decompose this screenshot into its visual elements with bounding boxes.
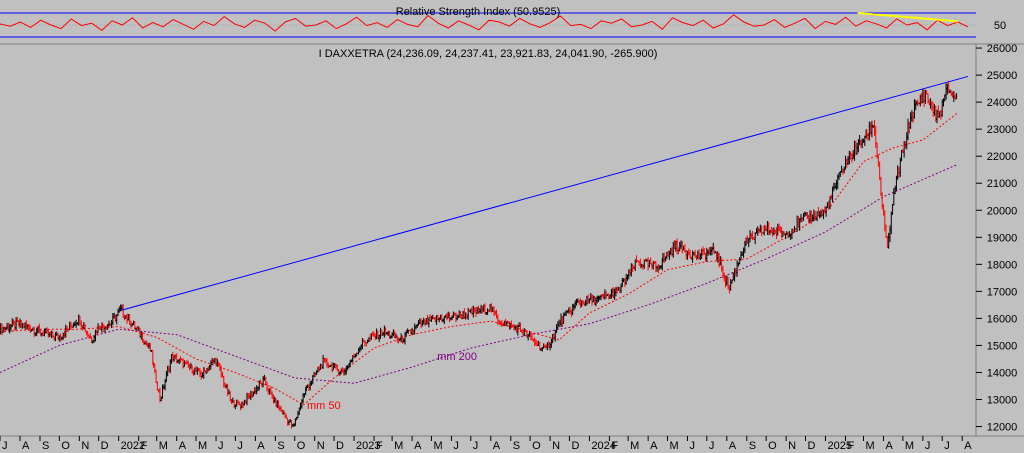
rsi-y-tick-label: 50 [994, 20, 1006, 32]
rsi-panel: Relative Strength Index (50.9525) 50 [0, 6, 1006, 38]
x-tick-label: J [925, 440, 931, 452]
price-gridlines [976, 47, 982, 428]
x-tick-label: M [866, 440, 875, 452]
x-tick-label: D [101, 440, 109, 452]
x-tick-label: N [81, 440, 89, 452]
x-tick-label: A [414, 440, 422, 452]
x-tick-label: F [847, 440, 854, 452]
price-panel: I DAXXETRA (24,236.09, 24,237.41, 23,921… [0, 43, 1024, 452]
x-tick-label: J [944, 440, 950, 452]
x-tick-label: A [257, 440, 265, 452]
x-tick-label: A [22, 440, 30, 452]
x-tick-label: M [905, 440, 914, 452]
price-y-tick-label: 21000 [987, 178, 1018, 190]
x-tick-label: M [198, 440, 207, 452]
rsi-series-line [0, 14, 969, 32]
ma200-line [0, 163, 958, 384]
x-tick-label: N [788, 440, 796, 452]
x-tick-label: A [729, 440, 737, 452]
x-tick-label: J [237, 440, 243, 452]
price-y-tick-label: 19000 [987, 232, 1018, 244]
x-tick-label: A [964, 440, 972, 452]
price-trendline [121, 75, 969, 311]
rsi-title: Relative Strength Index (50.9525) [396, 6, 561, 18]
x-tick-label: J [453, 440, 459, 452]
x-tick-label: O [297, 440, 306, 452]
price-y-tick-label: 15000 [987, 340, 1018, 352]
price-y-ticks: 12000 13000 14000 15000 16000 17000 18000 19000… [987, 43, 1018, 433]
rsi-trendline [857, 12, 958, 23]
x-tick-label: D [571, 440, 579, 452]
price-y-tick-label: 13000 [987, 395, 1018, 407]
price-y-tick-label: 26000 [987, 43, 1018, 55]
x-tick-label: 2023 [356, 440, 380, 452]
x-tick-label: N [317, 440, 325, 452]
x-tick-label: A [886, 440, 894, 452]
x-tick-label: A [650, 440, 658, 452]
x-tick-label: J [709, 440, 715, 452]
price-y-tick-label: 23000 [987, 124, 1018, 136]
ma50-label: mm 50 [307, 400, 341, 412]
price-y-tick-label: 24000 [987, 97, 1018, 109]
x-tick-label: M [159, 440, 168, 452]
x-tick-label: J [2, 440, 8, 452]
x-tick-label: D [336, 440, 344, 452]
x-tick-label: O [61, 440, 70, 452]
x-tick-label: M [433, 440, 442, 452]
x-tick-label: J [218, 440, 224, 452]
rsi-y-ticks: 50 [994, 20, 1006, 32]
price-y-tick-label: 17000 [987, 286, 1018, 298]
price-y-tick-label: 22000 [987, 151, 1018, 163]
x-tick-label: N [552, 440, 560, 452]
x-tick-label: S [749, 440, 756, 452]
x-tick-label: 2024 [591, 440, 615, 452]
price-bars [0, 80, 958, 429]
x-tick-label: S [42, 440, 49, 452]
price-y-tick-label: 12000 [987, 422, 1018, 434]
x-tick-label: M [669, 440, 678, 452]
price-bar [955, 92, 958, 100]
x-tick-label: M [394, 440, 403, 452]
ma200-group [0, 163, 958, 384]
price-y-tick-label: 20000 [987, 205, 1018, 217]
price-y-tick-label: 16000 [987, 313, 1018, 325]
x-tick-label: F [141, 440, 148, 452]
x-tick-label: O [768, 440, 777, 452]
price-y-tick-label: 25000 [987, 70, 1018, 82]
x-tick-label: 2022 [121, 440, 145, 452]
x-tick-label: 2025 [827, 440, 851, 452]
price-y-tick-label: 18000 [987, 259, 1018, 271]
x-tick-label: F [611, 440, 618, 452]
x-tick-label: S [513, 440, 520, 452]
x-tick-label: J [473, 440, 479, 452]
x-tick-label: A [493, 440, 501, 452]
x-tick-label: D [807, 440, 815, 452]
x-tick-label: S [277, 440, 284, 452]
x-tick-label: A [179, 440, 187, 452]
ma200-label: mm 200 [437, 351, 477, 363]
price-y-tick-label: 14000 [987, 367, 1018, 379]
x-tick-label: F [376, 440, 383, 452]
x-tick-label: J [689, 440, 695, 452]
price-title: I DAXXETRA (24,236.09, 24,237.41, 23,921… [319, 48, 658, 60]
x-tick-label: M [630, 440, 639, 452]
x-tick-label: O [532, 440, 541, 452]
